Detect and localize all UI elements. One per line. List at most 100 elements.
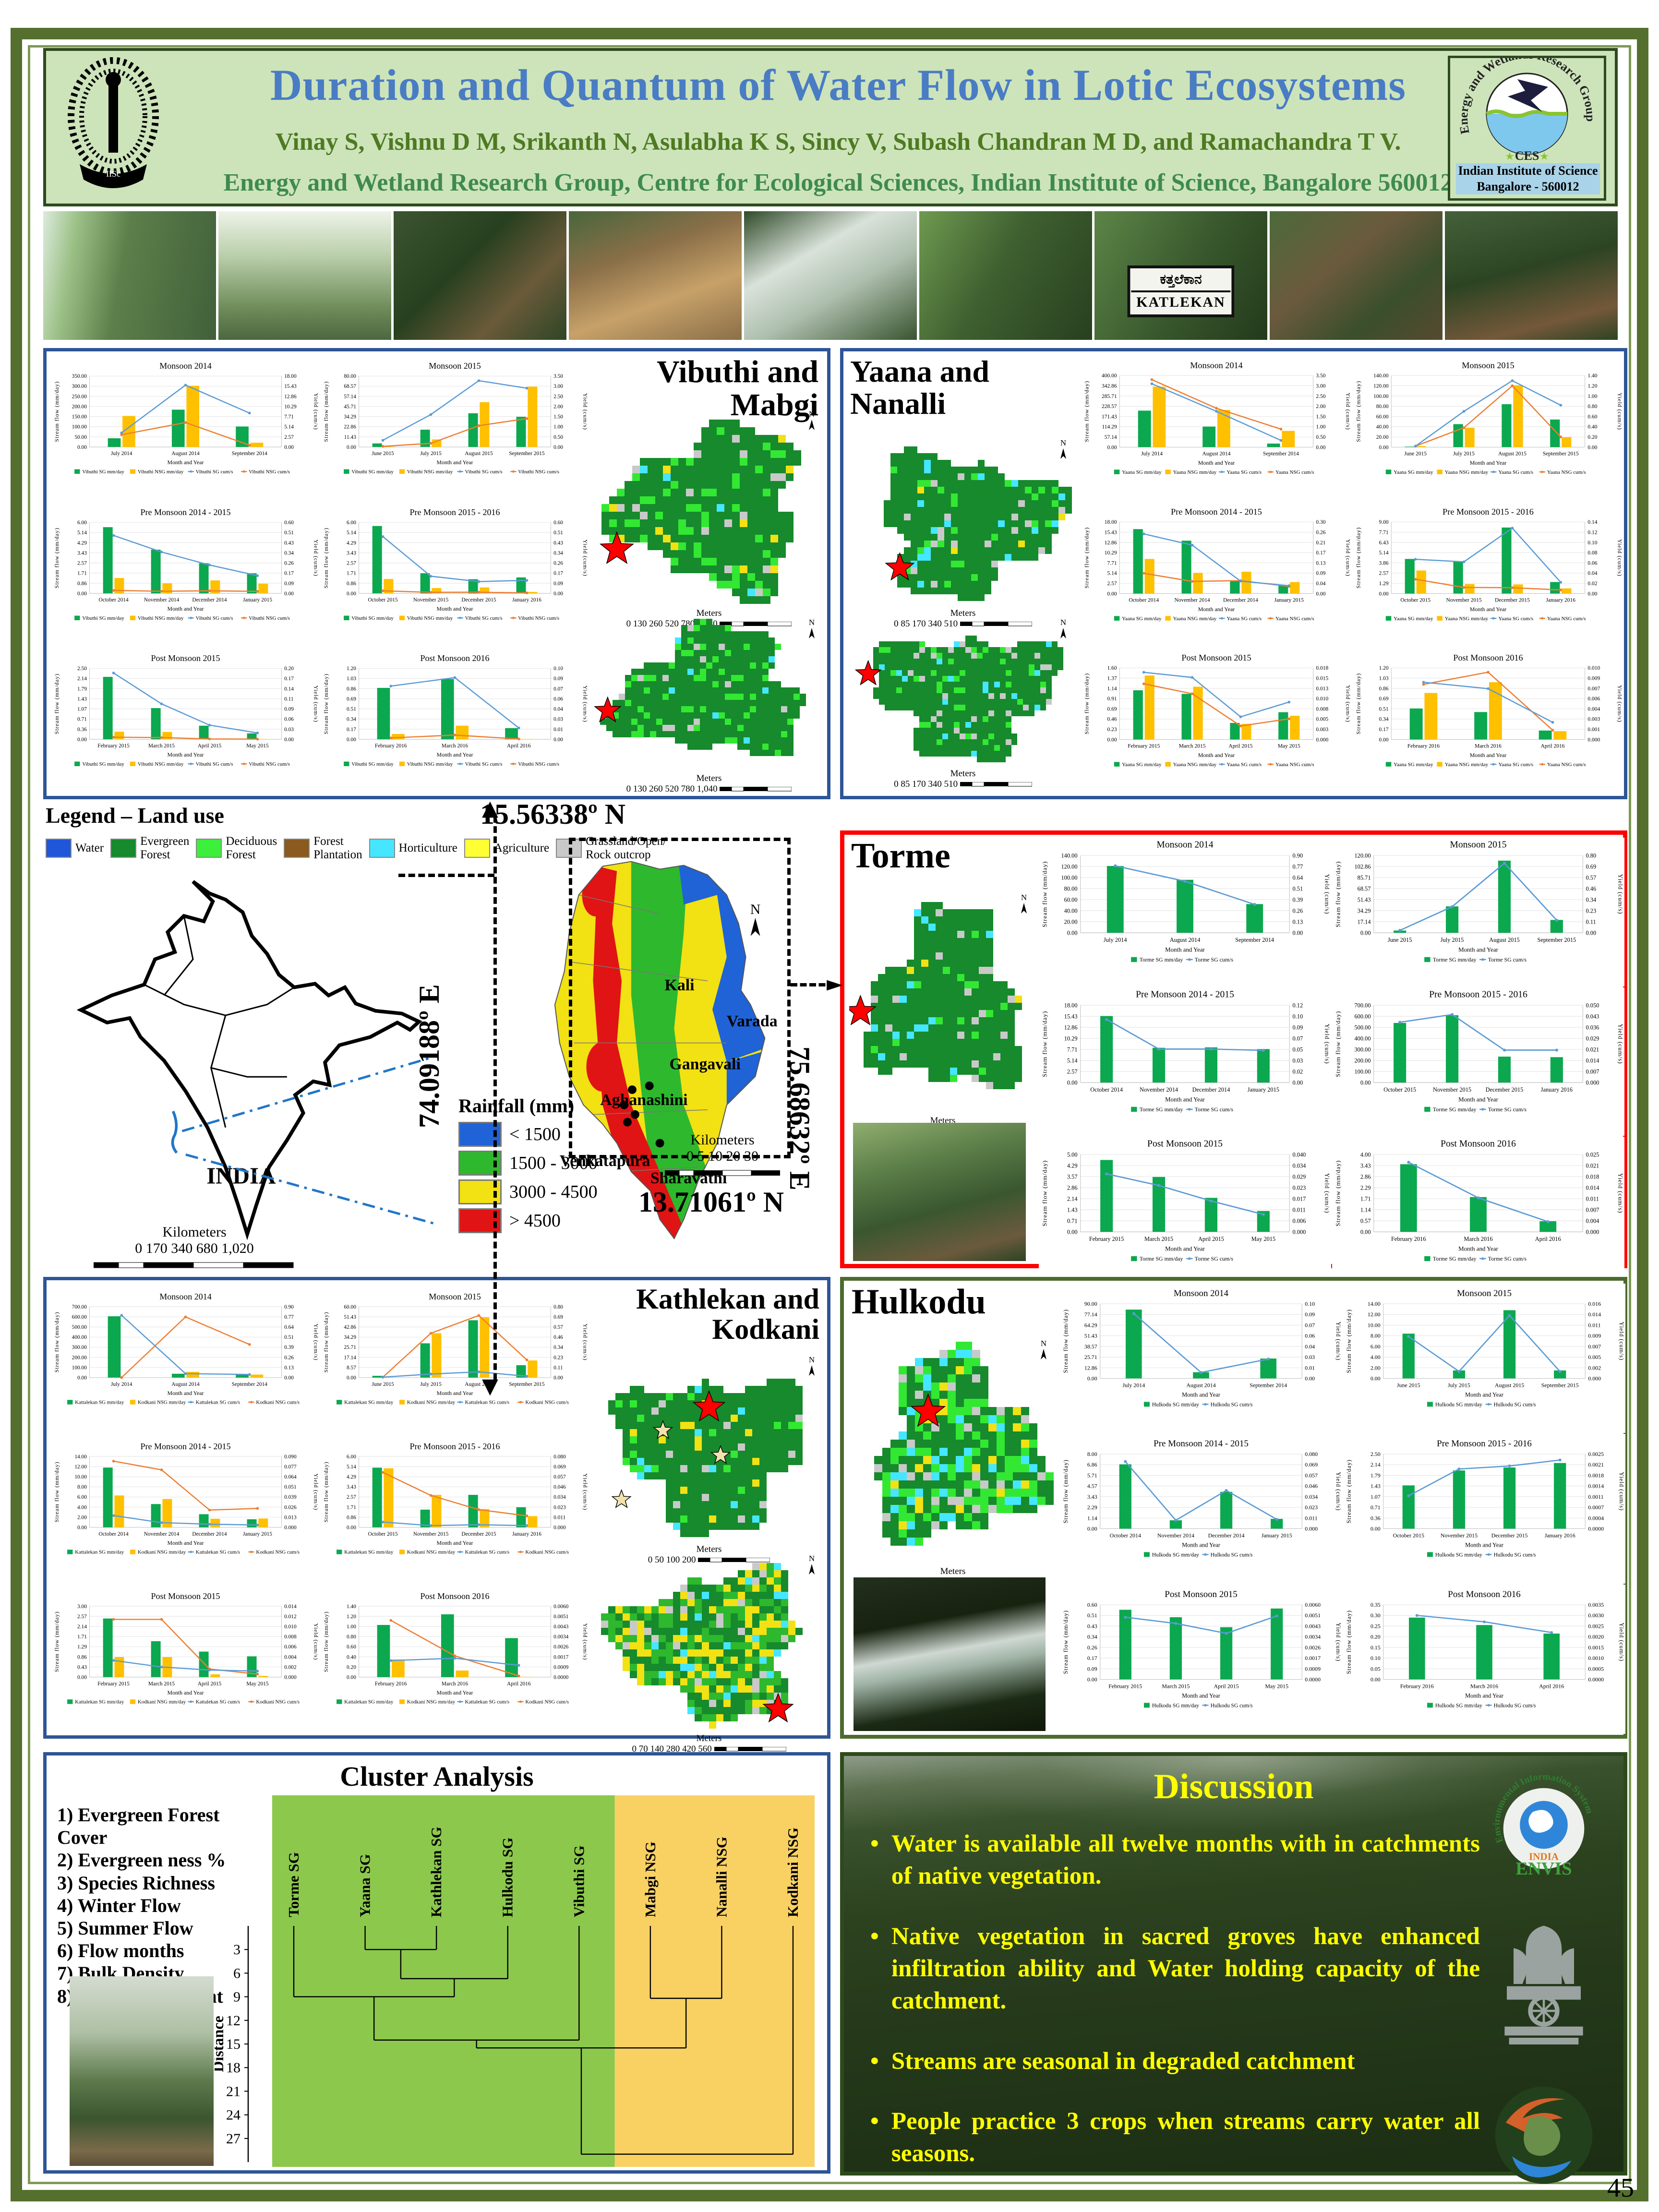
svg-text:400.00: 400.00 bbox=[1354, 1035, 1370, 1042]
svg-text:9.00: 9.00 bbox=[1379, 519, 1388, 525]
svg-text:0.20: 0.20 bbox=[347, 1664, 356, 1670]
discussion-title: Discussion bbox=[1154, 1767, 1314, 1806]
svg-text:0.006: 0.006 bbox=[1587, 696, 1600, 702]
svg-text:140.00: 140.00 bbox=[1373, 373, 1389, 379]
svg-text:1.20: 1.20 bbox=[1379, 666, 1388, 672]
svg-text:★: ★ bbox=[1505, 150, 1515, 162]
svg-text:November 2015: November 2015 bbox=[1446, 597, 1481, 603]
poster-inner-frame bbox=[28, 45, 1631, 2184]
svg-text:2.00: 2.00 bbox=[553, 404, 563, 409]
svg-text:0.09: 0.09 bbox=[553, 580, 563, 586]
svg-text:68.57: 68.57 bbox=[1358, 885, 1371, 892]
landuse-item-2: Deciduous Forest bbox=[196, 835, 277, 862]
arrow-right-icon: ► bbox=[827, 972, 843, 996]
svg-text:December 2015: December 2015 bbox=[1486, 1086, 1524, 1093]
svg-text:0.57: 0.57 bbox=[553, 1324, 563, 1330]
svg-text:0.00: 0.00 bbox=[1067, 929, 1078, 936]
svg-text:Stream flow (mm/day): Stream flow (mm/day) bbox=[53, 1462, 60, 1523]
svg-text:0.04: 0.04 bbox=[553, 707, 563, 712]
svg-text:0.26: 0.26 bbox=[553, 560, 563, 566]
svg-text:0.14: 0.14 bbox=[284, 686, 294, 692]
svg-text:Vibuthi NSG cum/s: Vibuthi NSG cum/s bbox=[518, 615, 559, 621]
svg-text:0.018: 0.018 bbox=[1586, 1174, 1599, 1180]
svg-text:Month and Year: Month and Year bbox=[437, 1539, 473, 1546]
svg-text:September 2014: September 2014 bbox=[232, 1382, 267, 1387]
svg-text:Stream flow (mm/day): Stream flow (mm/day) bbox=[53, 1611, 60, 1672]
kathlekan-and-kodkani-chart-pre-monsoon-2015-2016: Pre Monsoon 2015 - 2016 0.00 0.000 0.86 0.01… bbox=[321, 1434, 589, 1583]
svg-text:6.00: 6.00 bbox=[77, 520, 87, 526]
svg-text:Yield (cum/s): Yield (cum/s) bbox=[1324, 1173, 1331, 1214]
svg-text:0.40: 0.40 bbox=[1587, 424, 1597, 430]
svg-text:0.00: 0.00 bbox=[1586, 929, 1596, 936]
svg-text:September 2014: September 2014 bbox=[1263, 451, 1299, 457]
svg-text:7.71: 7.71 bbox=[1379, 529, 1388, 535]
cluster-variable-4: 4) Winter Flow bbox=[57, 1894, 181, 1916]
svg-text:Post Monsoon 2015: Post Monsoon 2015 bbox=[151, 653, 220, 663]
svg-text:1.40: 1.40 bbox=[1587, 373, 1597, 379]
svg-text:0.13: 0.13 bbox=[284, 1365, 294, 1370]
svg-text:5.14: 5.14 bbox=[1379, 550, 1388, 556]
svg-text:3.00: 3.00 bbox=[553, 384, 563, 389]
svg-text:0.80: 0.80 bbox=[1587, 404, 1597, 409]
svg-text:18.00: 18.00 bbox=[1064, 1002, 1078, 1009]
torme-charts: Monsoon 2014 0.00 0.00 20.00 0.13 40.00 0.26 60… bbox=[1039, 838, 1624, 1286]
svg-text:0.03: 0.03 bbox=[284, 727, 294, 733]
svg-text:1.03: 1.03 bbox=[1379, 676, 1388, 682]
svg-text:0.00: 0.00 bbox=[284, 1375, 294, 1381]
svg-text:0.30: 0.30 bbox=[1316, 519, 1325, 525]
hulkodu-title: Hulkodu bbox=[852, 1282, 986, 1322]
svg-text:0.010: 0.010 bbox=[1316, 696, 1328, 702]
svg-text:0.00: 0.00 bbox=[1379, 591, 1388, 597]
svg-text:0.000: 0.000 bbox=[284, 1675, 297, 1681]
svg-text:Yield (cum/s): Yield (cum/s) bbox=[582, 1473, 589, 1510]
svg-text:1.60: 1.60 bbox=[1107, 666, 1117, 672]
svg-text:Month and Year: Month and Year bbox=[1470, 752, 1507, 758]
svg-text:Yaana SG mm/day: Yaana SG mm/day bbox=[1394, 469, 1433, 475]
svg-text:Monsoon 2014: Monsoon 2014 bbox=[159, 361, 212, 371]
svg-text:1.20: 1.20 bbox=[1587, 383, 1597, 389]
svg-text:0.0060: 0.0060 bbox=[553, 1604, 569, 1610]
svg-text:Yield (cum/s): Yield (cum/s) bbox=[582, 539, 589, 576]
svg-text:0.34: 0.34 bbox=[1586, 896, 1596, 903]
svg-text:November 2014: November 2014 bbox=[1174, 597, 1210, 603]
svg-text:August 2014: August 2014 bbox=[171, 451, 200, 457]
kathlekan-kodkani-panel: Kathlekan and Kodkani Monsoon 2014 0.00 0.… bbox=[43, 1277, 830, 1754]
svg-text:228.57: 228.57 bbox=[1102, 404, 1117, 409]
svg-text:0.003: 0.003 bbox=[1587, 717, 1600, 722]
svg-text:September 2015: September 2015 bbox=[1537, 937, 1576, 943]
svg-text:November 2015: November 2015 bbox=[413, 597, 449, 603]
svg-text:Yield (cum/s): Yield (cum/s) bbox=[1617, 685, 1623, 722]
svg-text:August 2015: August 2015 bbox=[465, 1382, 493, 1387]
svg-text:Month and Year: Month and Year bbox=[1165, 946, 1205, 953]
svg-text:October 2014: October 2014 bbox=[98, 597, 128, 603]
header: IISc Duration and Quantum of Water Flow … bbox=[43, 48, 1618, 206]
svg-text:0.00: 0.00 bbox=[347, 591, 356, 597]
svg-text:0.0043: 0.0043 bbox=[553, 1624, 569, 1630]
svg-text:October 2015: October 2015 bbox=[368, 597, 397, 603]
svg-text:0.014: 0.014 bbox=[284, 1604, 297, 1610]
svg-text:Month and Year: Month and Year bbox=[1470, 605, 1507, 612]
svg-text:34.29: 34.29 bbox=[344, 414, 356, 420]
cluster-forest-photo bbox=[70, 1976, 214, 2166]
svg-text:0.026: 0.026 bbox=[284, 1504, 297, 1510]
svg-text:0.039: 0.039 bbox=[284, 1494, 297, 1500]
envis-name-label: ENVIS bbox=[1515, 1859, 1572, 1879]
svg-text:0.09: 0.09 bbox=[284, 580, 294, 586]
svg-text:Kattalekan SG cum/s: Kattalekan SG cum/s bbox=[196, 1400, 240, 1406]
svg-text:0.71: 0.71 bbox=[1067, 1218, 1078, 1225]
svg-text:Pre Monsoon 2014 - 2015: Pre Monsoon 2014 - 2015 bbox=[1136, 989, 1234, 999]
svg-text:Torme SG mm/day: Torme SG mm/day bbox=[1140, 956, 1183, 963]
svg-text:6.00: 6.00 bbox=[347, 1454, 356, 1460]
svg-text:Vibuthi NSG cum/s: Vibuthi NSG cum/s bbox=[518, 469, 559, 475]
svg-text:Vibuthi NSG mm/day: Vibuthi NSG mm/day bbox=[138, 615, 184, 621]
svg-text:0.064: 0.064 bbox=[284, 1474, 297, 1480]
svg-text:3.43: 3.43 bbox=[347, 1484, 356, 1490]
svg-text:Pre Monsoon 2015 - 2016: Pre Monsoon 2015 - 2016 bbox=[410, 507, 500, 517]
svg-text:0.00: 0.00 bbox=[77, 1675, 87, 1681]
svg-text:0.00: 0.00 bbox=[553, 591, 563, 597]
svg-text:0.46: 0.46 bbox=[1107, 717, 1117, 722]
svg-text:March 2016: March 2016 bbox=[442, 1681, 469, 1687]
svg-text:Vibuthi SG mm/day: Vibuthi SG mm/day bbox=[351, 615, 394, 621]
svg-text:Post Monsoon 2016: Post Monsoon 2016 bbox=[1441, 1139, 1516, 1149]
